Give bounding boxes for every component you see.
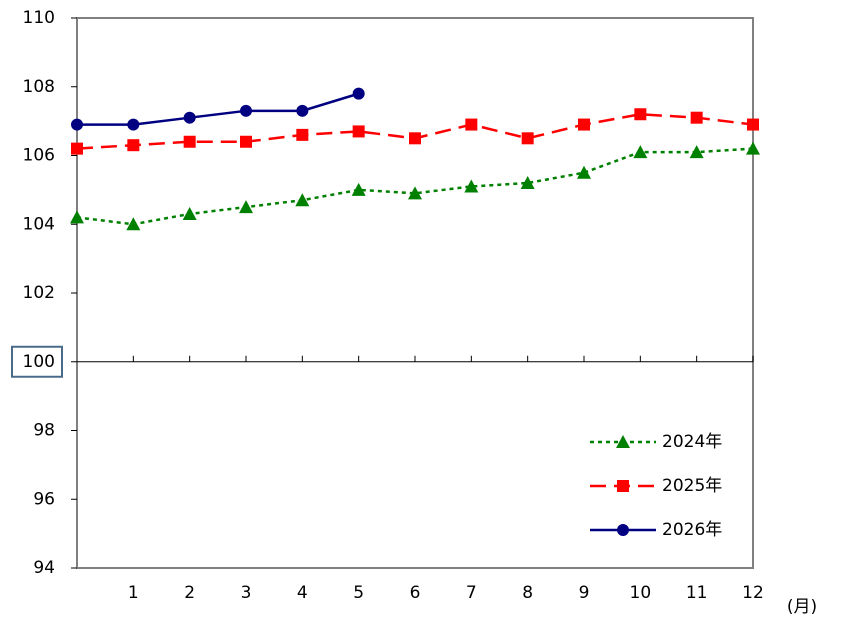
x-tick-label: 6 (410, 583, 421, 603)
x-tick-label: 11 (686, 583, 708, 603)
x-tick-label: 12 (742, 583, 764, 603)
x-tick-label: 2 (184, 583, 195, 603)
y-tick-label: 102 (23, 283, 55, 303)
marker (689, 145, 704, 159)
marker (617, 480, 629, 492)
marker (126, 217, 141, 231)
marker (408, 186, 422, 200)
marker (71, 142, 83, 155)
y-tick-label: 100 (23, 352, 55, 372)
y-tick-label: 104 (23, 214, 55, 234)
marker (71, 118, 83, 131)
marker (352, 87, 365, 100)
marker (577, 165, 591, 179)
marker (746, 141, 760, 155)
marker (409, 132, 421, 145)
marker (578, 118, 590, 131)
marker (351, 182, 366, 196)
y-tick-label: 94 (33, 558, 55, 578)
marker (296, 104, 309, 117)
legend-label: 2024年 (662, 432, 722, 452)
x-tick-label: 10 (630, 583, 652, 603)
marker (520, 176, 535, 189)
x-tick-label: 5 (353, 583, 364, 603)
marker (521, 132, 534, 145)
x-tick-label: 7 (466, 583, 477, 603)
x-tick-label: 3 (241, 583, 252, 603)
marker (182, 206, 197, 220)
marker (70, 210, 84, 224)
tick-box (11, 345, 63, 378)
marker (690, 111, 703, 124)
legend-label: 2026年 (662, 520, 722, 540)
marker (183, 111, 196, 124)
x-axis-label: (月) (787, 597, 817, 617)
marker (465, 118, 478, 131)
y-tick-label: 96 (33, 489, 55, 509)
marker (617, 524, 629, 536)
marker (464, 179, 479, 193)
marker (127, 118, 140, 131)
x-tick-label: 4 (297, 583, 308, 603)
marker (634, 108, 647, 121)
marker (352, 125, 365, 138)
marker (240, 104, 252, 117)
x-tick-label: 1 (128, 583, 139, 603)
marker (296, 128, 309, 141)
marker (127, 139, 140, 152)
marker (616, 435, 630, 448)
x-tick-label: 9 (579, 583, 590, 603)
marker (240, 135, 252, 148)
marker (633, 145, 648, 159)
y-tick-label: 110 (23, 8, 55, 28)
series-line (77, 92, 360, 126)
marker (183, 135, 196, 148)
y-tick-label: 106 (23, 146, 55, 166)
y-tick-label: 98 (33, 421, 55, 441)
marker (295, 193, 310, 207)
y-tick-label: 108 (23, 77, 55, 97)
legend-label: 2025年 (662, 476, 722, 496)
marker (239, 200, 253, 214)
marker (747, 118, 759, 131)
x-tick-label: 8 (522, 583, 533, 603)
